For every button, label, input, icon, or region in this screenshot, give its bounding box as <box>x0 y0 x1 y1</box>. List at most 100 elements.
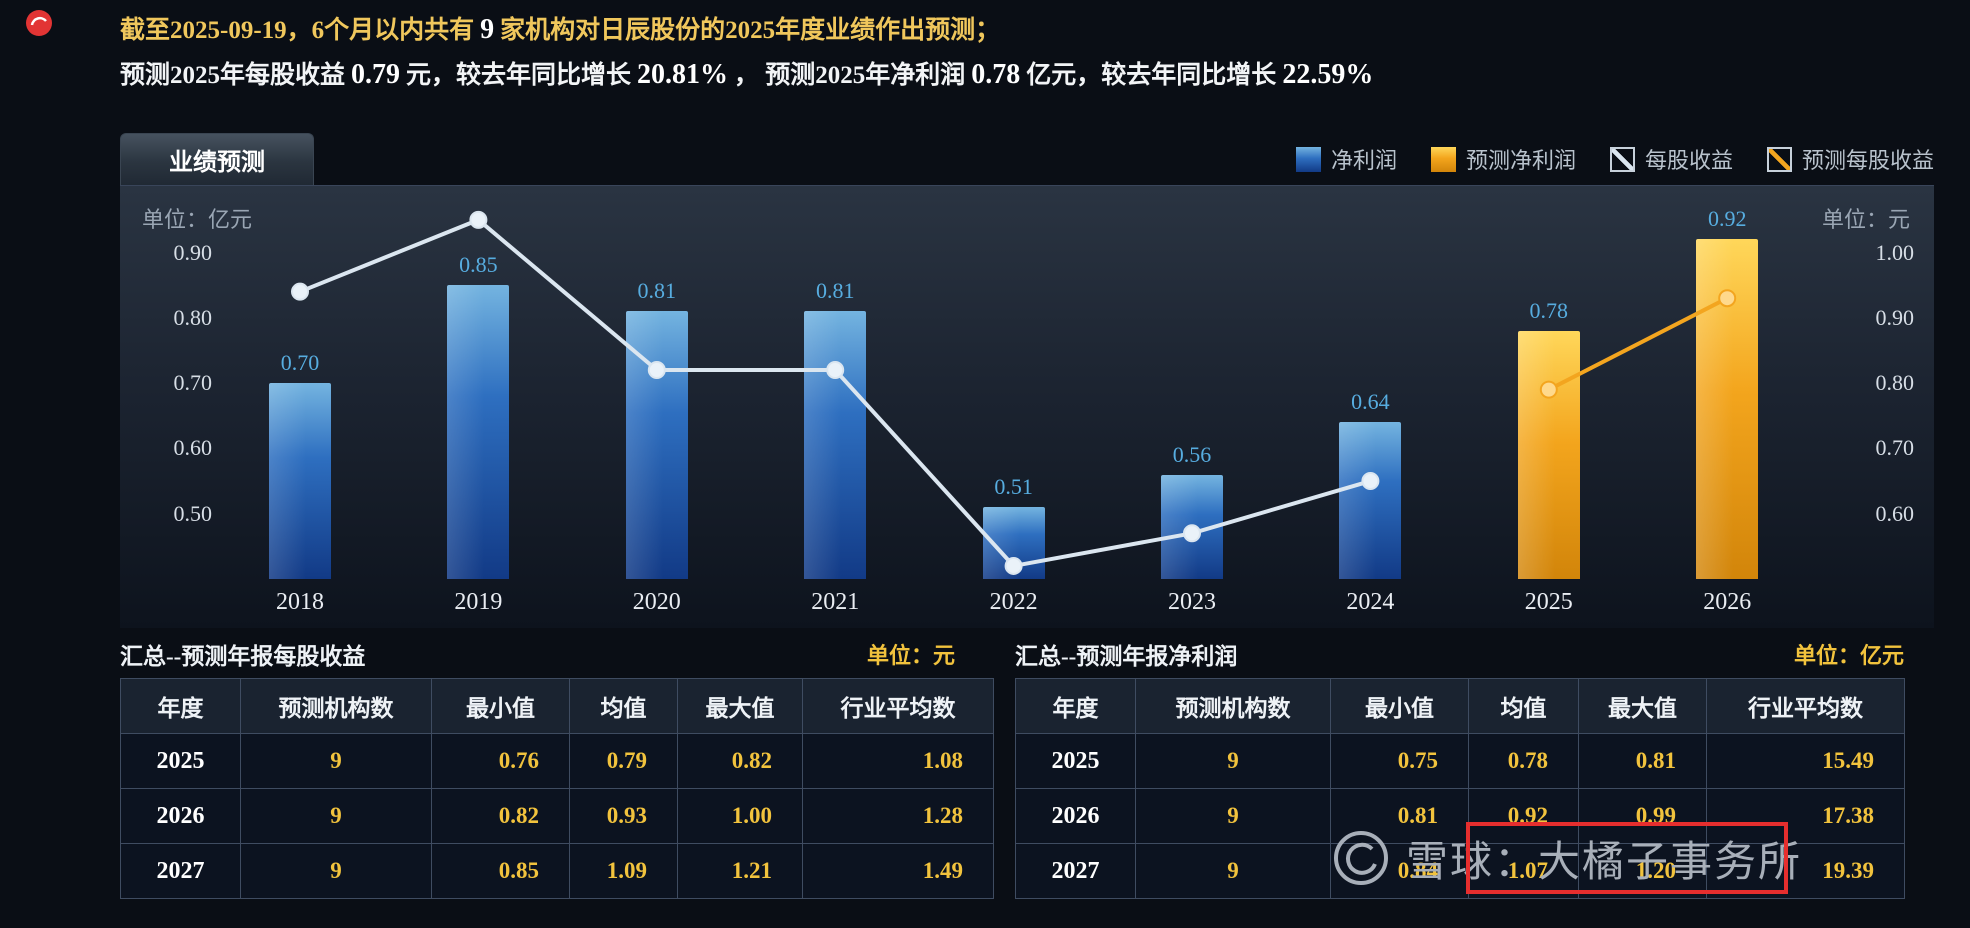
legend-item-bar-orange[interactable]: 预测净利润 <box>1430 143 1576 175</box>
bar-value-label: 0.81 <box>815 278 855 304</box>
value-cell: 1.09 <box>569 843 678 899</box>
column-header: 预测机构数 <box>240 678 432 734</box>
value-cell: 1.21 <box>677 843 803 899</box>
value-cell: 17.38 <box>1706 788 1905 844</box>
column-header: 年度 <box>120 678 241 734</box>
value-cell: 1.28 <box>802 788 994 844</box>
column-header: 最大值 <box>1578 678 1707 734</box>
watermark-text: 雪球：大橘子事务所 <box>1406 839 1803 886</box>
bar-2022 <box>982 507 1045 579</box>
legend-item-line-orange[interactable]: 预测每股收益 <box>1766 143 1934 175</box>
legend-label: 净利润 <box>1330 148 1397 173</box>
column-header: 行业平均数 <box>802 678 994 734</box>
legend-label: 预测净利润 <box>1465 148 1576 173</box>
line-point <box>291 282 309 301</box>
bar-2026 <box>1696 239 1759 579</box>
summary-text: 元，较去年同比增长 <box>406 62 632 89</box>
year-cell: 2026 <box>1015 788 1136 844</box>
bar-value-label: 0.85 <box>459 252 498 278</box>
bar-orange-swatch-icon <box>1430 146 1456 172</box>
bar-value-label: 0.56 <box>1172 441 1212 467</box>
value-cell: 0.79 <box>569 733 678 789</box>
eps-table-title: 汇总--预测年报每股收益 <box>120 644 366 669</box>
right-axis-tick: 0.60 <box>1875 500 1915 526</box>
value-cell: 19.39 <box>1706 843 1905 899</box>
eps-table-unit: 单位：元 <box>866 643 955 668</box>
year-cell: 2025 <box>120 733 241 789</box>
column-header: 均值 <box>569 678 678 734</box>
year-cell: 2025 <box>1015 733 1136 789</box>
x-axis-year: 2021 <box>811 589 860 615</box>
watermark: 雪球：大橘子事务所 <box>1332 826 1802 890</box>
chart-legend: 净利润 预测净利润 每股收益 预测每股收益 <box>1295 133 1934 185</box>
line-point <box>469 210 488 229</box>
xueqiu-circle-logo-icon <box>1334 831 1388 885</box>
value-cell: 9 <box>1135 843 1331 899</box>
xueqiu-red-logo-fragment <box>24 8 54 43</box>
value-cell: 0.85 <box>431 843 570 899</box>
line-orange-swatch-icon <box>1766 146 1792 172</box>
tab-bar: 业绩预测 净利润 预测净利润 每股收益 预测每股收益 <box>120 133 1934 185</box>
profit-table-unit: 单位：亿元 <box>1793 643 1904 668</box>
value-cell: 1.08 <box>802 733 994 789</box>
summary-number: 0.78 <box>971 59 1021 90</box>
value-cell: 0.75 <box>1330 733 1469 789</box>
summary-text: 家机构对日辰股份的2025年度业绩作出预测； <box>500 17 1001 44</box>
summary-text: 预测2025年每股收益 <box>120 62 346 89</box>
x-axis-year: 2025 <box>1524 589 1573 615</box>
left-axis-tick: 0.60 <box>173 435 213 461</box>
legend-item-bar-blue[interactable]: 净利润 <box>1295 143 1397 175</box>
chart-plot-area: 0.90 0.80 0.70 0.60 0.50 1.00 0.90 0.80 0.70 0.60… <box>120 186 1934 629</box>
table-row: 2025 9 0.75 0.78 0.81 15.49 <box>1015 733 1905 789</box>
bar-2024 <box>1339 422 1402 579</box>
right-axis-tick: 0.70 <box>1875 435 1915 461</box>
line-white-swatch-icon <box>1609 146 1635 172</box>
forecast-chart-panel: 单位：亿元 单位：元 0.90 0.80 0.70 0.60 0.50 1.00 0.90 0… <box>120 185 1934 628</box>
tab-performance-forecast[interactable]: 业绩预测 <box>120 133 314 185</box>
column-header: 均值 <box>1468 678 1579 734</box>
value-cell: 0.78 <box>1468 733 1579 789</box>
summary-number: 0.79 <box>351 59 401 90</box>
red-circle-icon <box>26 10 52 36</box>
table-header-row: 年度 预测机构数 最小值 均值 最大值 行业平均数 <box>120 678 994 734</box>
bar-value-label: 0.78 <box>1529 297 1569 323</box>
net-profit-forecast-table: 年度 预测机构数 最小值 均值 最大值 行业平均数 2025 9 0.75 0.78 0.81 15… <box>1015 678 1905 899</box>
value-cell: 0.82 <box>431 788 570 844</box>
year-cell: 2027 <box>1015 843 1136 899</box>
column-header: 年度 <box>1015 678 1136 734</box>
x-axis-year: 2024 <box>1346 589 1395 615</box>
value-cell: 0.81 <box>1578 733 1707 789</box>
summary-number: 9 <box>480 14 495 45</box>
value-cell: 0.81 <box>1330 788 1469 844</box>
legend-item-line-white[interactable]: 每股收益 <box>1609 143 1733 175</box>
value-cell: 15.49 <box>1706 733 1905 789</box>
bar-2021 <box>804 311 867 579</box>
value-cell: 9 <box>1135 788 1331 844</box>
bar-2025 <box>1517 330 1580 579</box>
eps-table-header-row: 汇总--预测年报每股收益 单位：元 <box>120 638 993 670</box>
x-axis-year: 2022 <box>989 589 1038 615</box>
value-cell: 1.20 <box>1578 843 1707 899</box>
right-axis-tick: 0.80 <box>1875 370 1915 396</box>
summary-number: 20.81% <box>637 59 729 90</box>
red-annotation-box <box>1466 822 1788 894</box>
x-axis-year: 2018 <box>276 589 324 615</box>
value-cell: 9 <box>1135 733 1331 789</box>
bar-2019 <box>447 285 510 579</box>
right-axis-tick: 0.90 <box>1875 304 1915 330</box>
column-header: 最大值 <box>677 678 803 734</box>
x-axis-year: 2020 <box>632 589 681 615</box>
right-axis-unit: 单位：元 <box>1821 207 1910 232</box>
value-cell: 0.93 <box>569 788 678 844</box>
value-cell: 9 <box>240 788 432 844</box>
bar-value-label: 0.70 <box>280 350 320 376</box>
bar-value-label: 0.81 <box>637 278 677 304</box>
value-cell: 1.07 <box>1468 843 1579 899</box>
summary-number: 22.59% <box>1282 59 1374 90</box>
value-cell: 9 <box>240 733 432 789</box>
column-header: 预测机构数 <box>1135 678 1331 734</box>
table-header-row: 年度 预测机构数 最小值 均值 最大值 行业平均数 <box>1015 678 1905 734</box>
left-axis-tick: 0.50 <box>173 500 213 526</box>
year-cell: 2027 <box>120 843 241 899</box>
